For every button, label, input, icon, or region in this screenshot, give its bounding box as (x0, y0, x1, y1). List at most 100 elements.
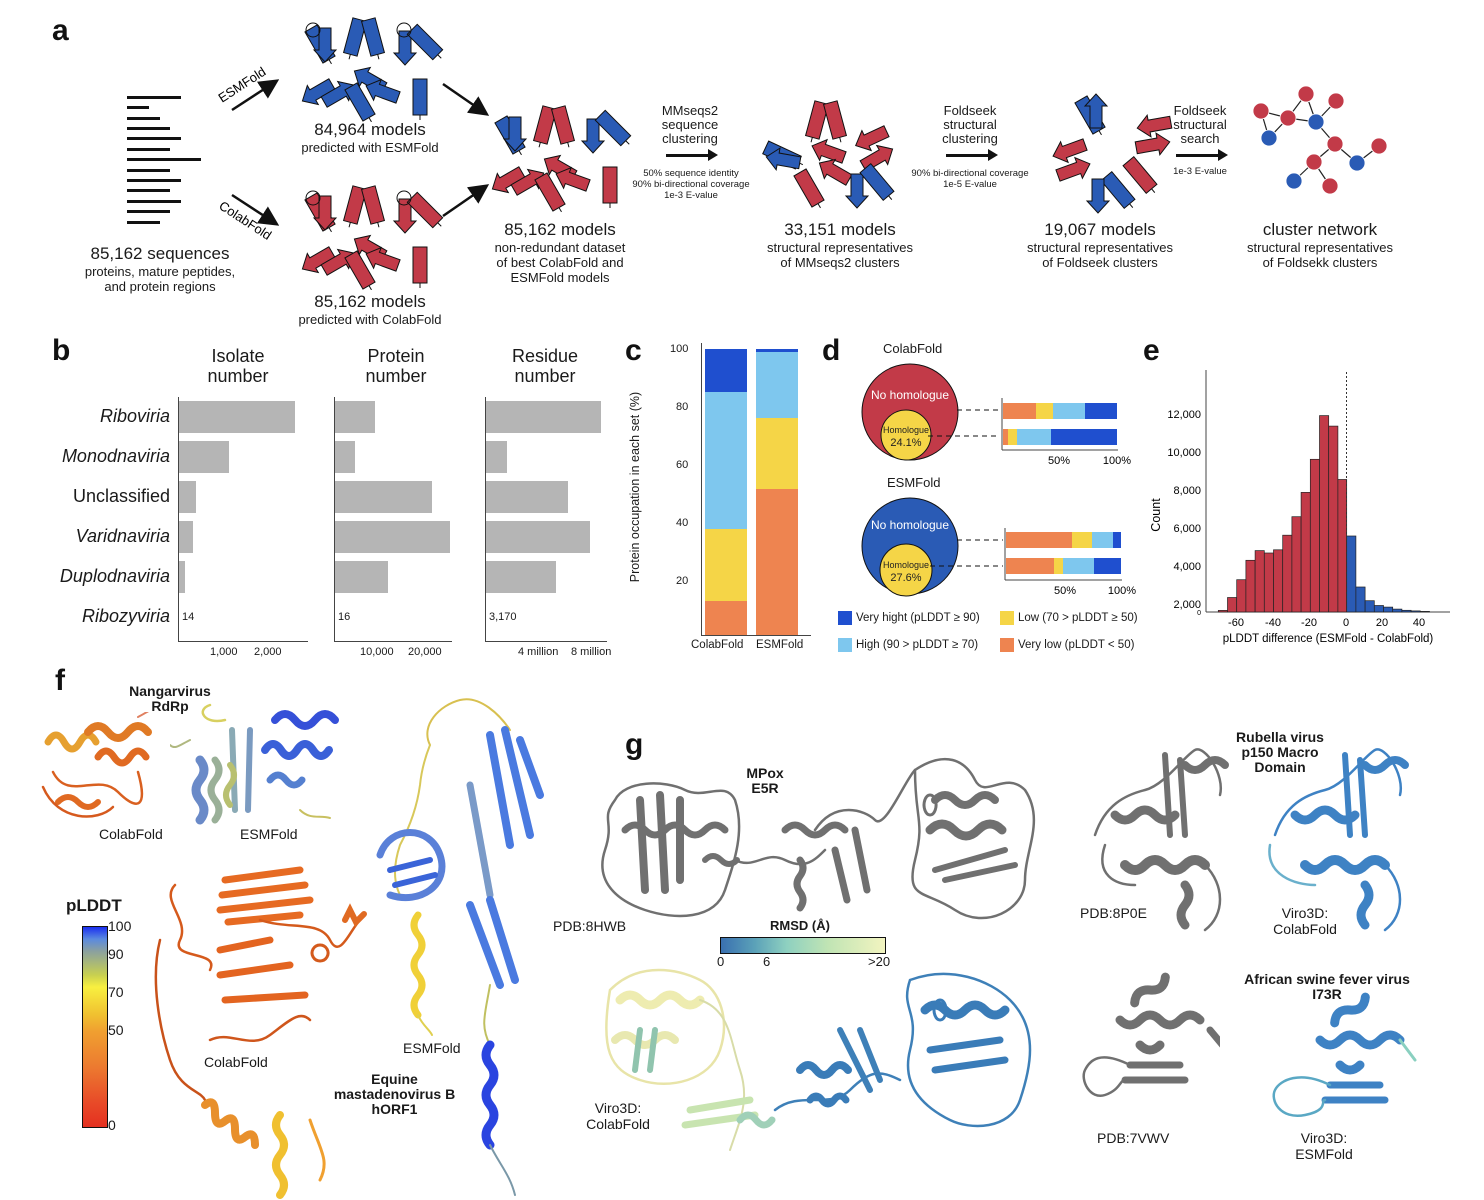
rdrp-colabfold-structure (41, 712, 152, 818)
bar-unclassified (486, 481, 568, 513)
mmseqs2-param-3: 1e-3 E-value (664, 190, 718, 201)
rubella-title-1: Rubella virus (1236, 729, 1324, 745)
rubella-model-label: Viro3D: ColabFold (1265, 905, 1345, 937)
x-tick: 20,000 (408, 646, 442, 658)
panel-f-letter: f (55, 664, 65, 697)
bar-duplodnaviria (179, 561, 185, 593)
bar-colabfold (705, 349, 747, 635)
horf1-esmfold-structure (376, 698, 544, 1196)
realm-label: Unclassified (72, 486, 170, 506)
x-tick: 10,000 (360, 646, 394, 658)
realm-label: Riboviria (99, 406, 170, 426)
bar-duplodnaviria (486, 561, 556, 593)
bar-monodnaviria (179, 441, 229, 473)
bar-riboviria (335, 401, 375, 433)
asfv-title-1: African swine fever virus (1244, 971, 1410, 987)
panel-c-ylabel: Protein occupation in each set (%) (625, 360, 645, 620)
ylabel: Protein occupation in each set (%) (628, 391, 642, 583)
realm-label: Ribozyviria (81, 606, 170, 626)
colorbar-tick: 100 (108, 918, 132, 934)
svg-text:12,000: 12,000 (1167, 409, 1201, 421)
svg-text:6,000: 6,000 (1173, 523, 1201, 535)
isolate-title-2: number (207, 366, 269, 386)
svg-text:-60: -60 (1228, 617, 1244, 629)
mpox-title-2: E5R (751, 780, 779, 796)
svg-text:100%: 100% (1103, 455, 1131, 467)
rubella-title-3: Domain (1254, 759, 1306, 775)
mmseqs2-models-cartoon (762, 100, 899, 212)
colabfold-venn-diagram: No homologue Homologue 24.1% 50% 100% (861, 363, 1131, 467)
isolate-number-title: Isolate number (173, 346, 303, 386)
mmseqs2-step-title: MMseqs2 sequence clustering (640, 104, 740, 146)
protein-title-2: number (365, 366, 427, 386)
ribozyviria-value: 16 (338, 611, 351, 623)
colabfold-models-cartoon (296, 185, 447, 290)
rdrp-esmfold-structure (170, 703, 339, 825)
legend-swatch (838, 611, 852, 625)
esmfold-models-count: 84,964 models (314, 120, 426, 139)
foldseek-result-count: 19,067 models (1044, 220, 1156, 239)
network-result: cluster network structural representativ… (1235, 220, 1405, 270)
mpox-viro3d-structure (605, 968, 1032, 1151)
foldseek-search-params: 1e-3 E-value (1165, 166, 1235, 177)
legend-label: Very low (pLDDT < 50) (1018, 639, 1135, 651)
x-tick: 1,000 (210, 646, 238, 658)
asfv-model-label-1: Viro3D: (1300, 1130, 1348, 1146)
rubella-model-label-2: ColabFold (1273, 921, 1337, 937)
isolate-title-1: Isolate (211, 346, 265, 366)
y-tick: 80 (676, 401, 689, 413)
mmseqs2-title-2: sequence (661, 117, 719, 132)
horf1-esmfold-label: ESMFold (403, 1040, 461, 1056)
rdrp-esmfold-label: ESMFold (240, 826, 298, 842)
horf1-colabfold-label: ColabFold (204, 1054, 268, 1070)
esmfold-venn-title: ESMFold (887, 475, 941, 490)
residue-title-1: Residue (511, 346, 579, 366)
panel-c-letter: c (625, 334, 642, 367)
equine-title-3: hORF1 (371, 1101, 418, 1117)
panel-d-letter: d (822, 334, 841, 367)
panel-g-letter: g (625, 728, 644, 761)
residue-number-chart: 3,170 4 million 8 million (485, 397, 625, 658)
bar-esmfold (756, 349, 798, 635)
colabfold-models-desc: predicted with ColabFold (298, 312, 442, 327)
ribozyviria-value: 3,170 (489, 611, 517, 623)
asfv-viro3d-structure (1272, 992, 1417, 1118)
legend-label: High (90 > pLDDT ≥ 70) (856, 639, 979, 651)
bar-monodnaviria (486, 441, 507, 473)
svg-text:10,000: 10,000 (1167, 447, 1201, 459)
foldseek-search-arrow-icon (1176, 149, 1228, 161)
x-tick: 2,000 (254, 646, 282, 658)
rubella-title-2: p150 Macro (1241, 744, 1319, 760)
foldseek-cluster-title-3: clustering (942, 131, 998, 146)
x-label-esmfold: ESMFold (756, 639, 804, 651)
rubella-model-label-1: Viro3D: (1281, 905, 1329, 921)
rubella-pdb-label: PDB:8P0E (1080, 905, 1147, 921)
svg-text:Count: Count (1149, 498, 1163, 532)
mmseqs2-param-1: 50% sequence identity (643, 168, 739, 179)
bar-monodnaviria (335, 441, 355, 473)
foldseek-cluster-step-title: Foldseek structural clustering (920, 104, 1020, 146)
svg-text:2,000: 2,000 (1173, 599, 1201, 611)
bar-unclassified (335, 481, 432, 513)
asfv-model-label: Viro3D: ESMFold (1284, 1130, 1364, 1162)
mpox-model-label-1: Viro3D: (594, 1100, 642, 1116)
svg-text:0: 0 (1343, 617, 1349, 629)
rmsd-tick: 6 (763, 954, 771, 969)
colabfold-models-summary: 85,162 models predicted with ColabFold (285, 292, 455, 327)
asfv-pdb-structure (1082, 972, 1220, 1098)
colorbar-tick: 90 (108, 946, 124, 962)
nonredundant-desc-3: ESMFold models (510, 270, 610, 285)
y-tick: 40 (676, 517, 689, 529)
equine-title-1: Equine (371, 1071, 418, 1087)
svg-text:Homologue: Homologue (883, 560, 929, 570)
rmsd-colorbar (720, 937, 886, 954)
svg-text:27.6%: 27.6% (890, 572, 921, 584)
svg-text:50%: 50% (1054, 585, 1076, 597)
foldseek-cluster-title-2: structural (943, 117, 997, 132)
mmseqs2-result: 33,151 models structural representatives… (760, 220, 920, 270)
bar-varidnaviria (179, 521, 193, 553)
mmseqs2-params: 50% sequence identity 90% bi-directional… (626, 168, 756, 201)
mmseqs2-result-desc-2: of MMseqs2 clusters (780, 255, 900, 270)
mmseqs2-title-3: clustering (662, 131, 718, 146)
asfv-title-2: I73R (1312, 986, 1342, 1002)
